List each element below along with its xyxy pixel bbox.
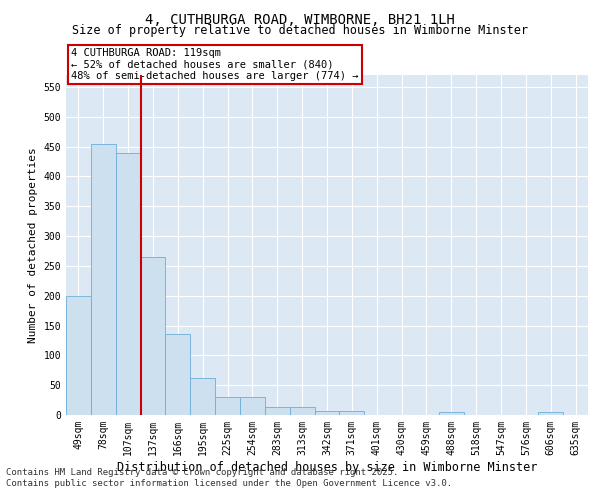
Text: Size of property relative to detached houses in Wimborne Minster: Size of property relative to detached ho…	[72, 24, 528, 37]
Y-axis label: Number of detached properties: Number of detached properties	[28, 147, 38, 343]
Bar	[538, 412, 563, 415]
Bar	[340, 411, 364, 415]
Bar	[265, 407, 290, 415]
Bar	[91, 144, 116, 415]
Bar	[240, 397, 265, 415]
Bar	[116, 152, 140, 415]
Text: 4 CUTHBURGA ROAD: 119sqm
← 52% of detached houses are smaller (840)
48% of semi-: 4 CUTHBURGA ROAD: 119sqm ← 52% of detach…	[71, 48, 359, 81]
Bar	[66, 296, 91, 415]
Bar	[439, 412, 464, 415]
X-axis label: Distribution of detached houses by size in Wimborne Minster: Distribution of detached houses by size …	[117, 460, 537, 473]
Bar	[215, 397, 240, 415]
Bar	[190, 378, 215, 415]
Text: 4, CUTHBURGA ROAD, WIMBORNE, BH21 1LH: 4, CUTHBURGA ROAD, WIMBORNE, BH21 1LH	[145, 12, 455, 26]
Bar	[290, 407, 314, 415]
Bar	[314, 411, 340, 415]
Bar	[140, 257, 166, 415]
Bar	[166, 334, 190, 415]
Text: Contains HM Land Registry data © Crown copyright and database right 2025.
Contai: Contains HM Land Registry data © Crown c…	[6, 468, 452, 487]
